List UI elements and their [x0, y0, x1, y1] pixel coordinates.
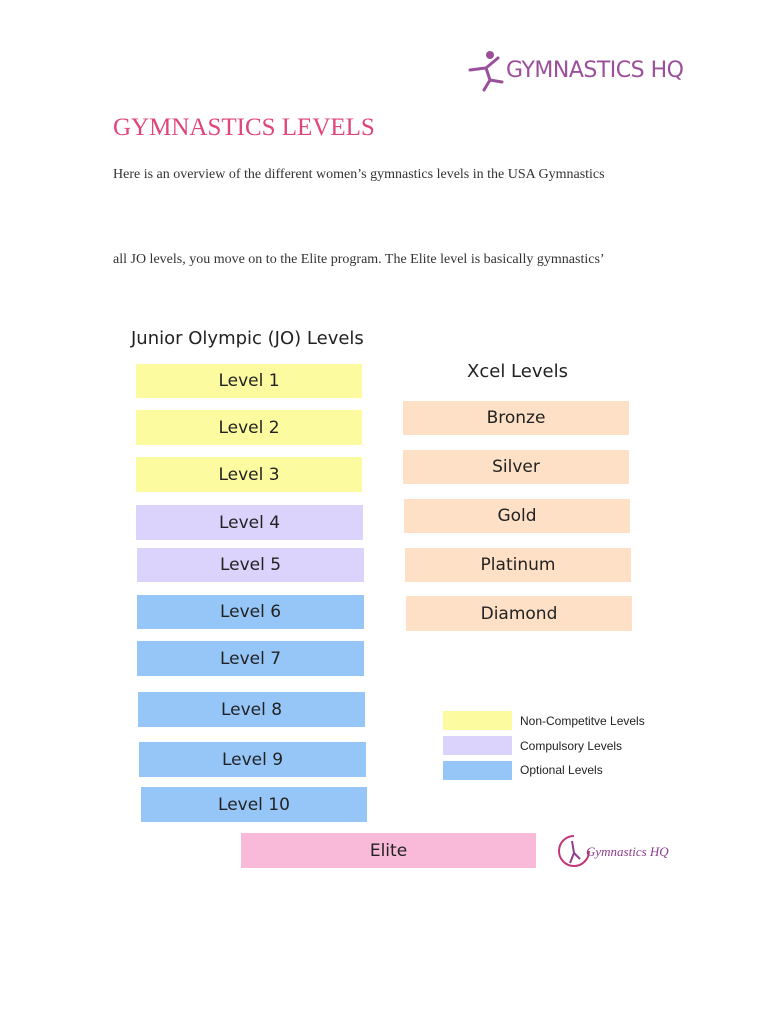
elite-box: Elite	[241, 833, 536, 868]
level-box: Level 4	[136, 505, 363, 540]
legend-label: Optional Levels	[520, 763, 603, 777]
level-box: Level 9	[139, 742, 366, 777]
level-box: Level 2	[136, 410, 362, 445]
level-box: Level 3	[136, 457, 362, 492]
legend-swatch	[443, 736, 512, 755]
small-logo-icon	[558, 835, 590, 867]
level-box: Level 6	[137, 595, 364, 629]
level-box: Level 5	[137, 548, 364, 582]
legend-label: Non-Competitve Levels	[520, 714, 645, 728]
level-box: Level 10	[141, 787, 367, 822]
xcel-box: Platinum	[405, 548, 631, 582]
xcel-box: Silver	[403, 450, 629, 484]
legend-label: Compulsory Levels	[520, 739, 623, 753]
page-title: GYMNASTICS LEVELS	[113, 114, 375, 141]
xcel-box: Gold	[404, 499, 630, 533]
paragraph: Here is an overview of the different wom…	[113, 167, 605, 182]
level-box: Level 7	[137, 641, 364, 676]
jo-title: Junior Olympic (JO) Levels	[131, 328, 364, 349]
level-box: Level 8	[138, 692, 365, 727]
legend-swatch	[443, 711, 512, 730]
xcel-box: Bronze	[403, 401, 629, 435]
small-logo-text: Gymnastics HQ	[586, 844, 669, 859]
legend-swatch	[443, 761, 512, 780]
logo-text: GYMNASTICS HQ	[506, 58, 684, 83]
xcel-title: Xcel Levels	[467, 361, 568, 382]
logo-icon	[468, 51, 504, 92]
level-box: Level 1	[136, 364, 362, 398]
paragraph: all JO levels, you move on to the Elite …	[113, 252, 605, 267]
xcel-box: Diamond	[406, 596, 632, 631]
